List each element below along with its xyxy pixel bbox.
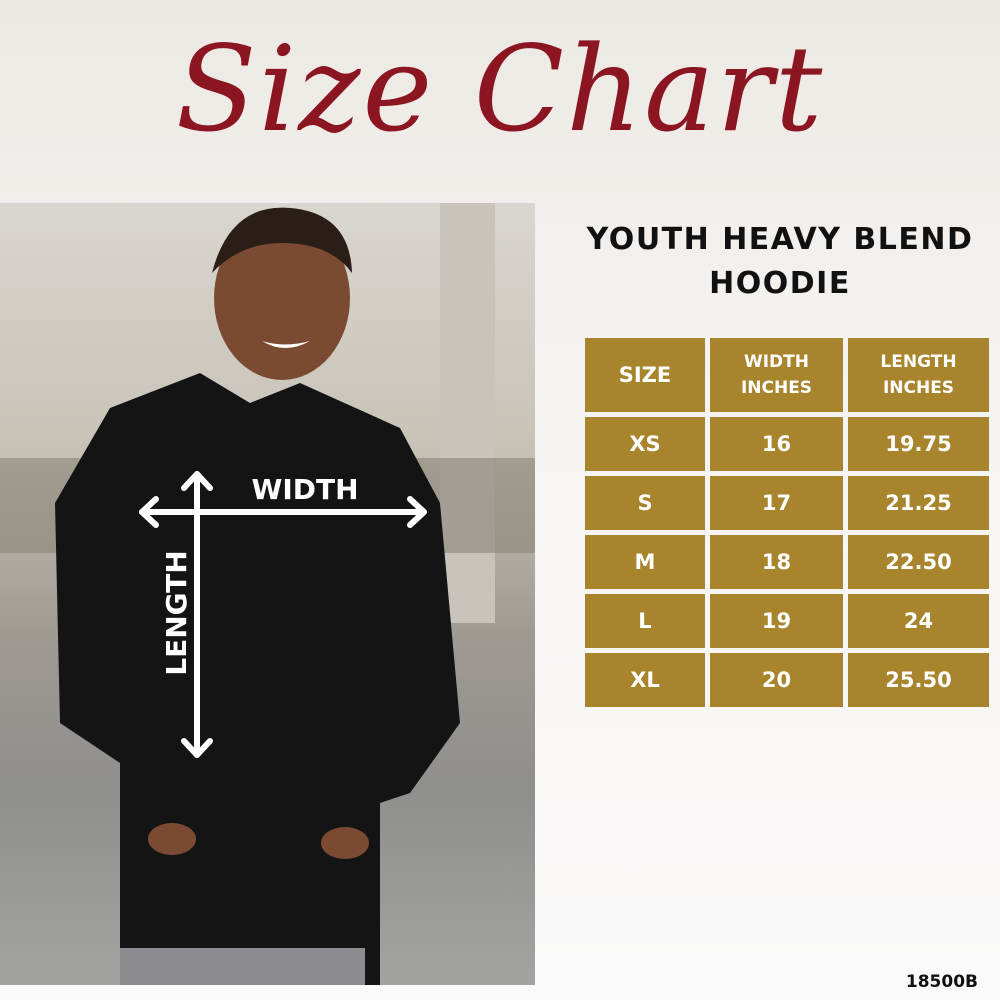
product-name: YOUTH HEAVY BLEND HOODIE — [560, 218, 1000, 306]
hair — [212, 207, 352, 273]
row-xs-size: XS — [585, 417, 705, 471]
row-s-width: 17 — [710, 476, 843, 530]
row-l-size: L — [585, 594, 705, 648]
row-s-length: 21.25 — [848, 476, 989, 530]
row-xs-width: 16 — [710, 417, 843, 471]
row-l-width: 19 — [710, 594, 843, 648]
measurement-arrows — [139, 471, 427, 758]
pillar — [440, 203, 495, 623]
row-xl-size: XL — [585, 653, 705, 707]
smile — [262, 341, 310, 348]
pants — [120, 948, 365, 985]
width-label: WIDTH — [251, 473, 358, 506]
product-name-line2: HOODIE — [709, 266, 851, 301]
row-m-length: 22.50 — [848, 535, 989, 589]
row-l-length: 24 — [848, 594, 989, 648]
row-s-size: S — [585, 476, 705, 530]
header-length: LENGTH INCHES — [848, 338, 989, 412]
row-m-width: 18 — [710, 535, 843, 589]
row-xl-length: 25.50 — [848, 653, 989, 707]
left-hand — [148, 823, 196, 855]
header-size: SIZE — [585, 338, 705, 412]
page-title: Size Chart — [175, 20, 825, 158]
hoodie — [55, 373, 460, 985]
row-xs-length: 19.75 — [848, 417, 989, 471]
header-width: WIDTH INCHES — [710, 338, 843, 412]
right-hand — [321, 827, 369, 859]
model-photo: WIDTH LENGTH — [0, 203, 535, 985]
row-m-size: M — [585, 535, 705, 589]
face — [214, 216, 350, 380]
size-table: SIZE WIDTH INCHES LENGTH INCHES XS 16 19… — [585, 338, 989, 707]
length-label: LENGTH — [160, 550, 193, 675]
product-code: 18500B — [905, 972, 978, 992]
product-name-line1: YOUTH HEAVY BLEND — [586, 222, 974, 257]
row-xl-width: 20 — [710, 653, 843, 707]
